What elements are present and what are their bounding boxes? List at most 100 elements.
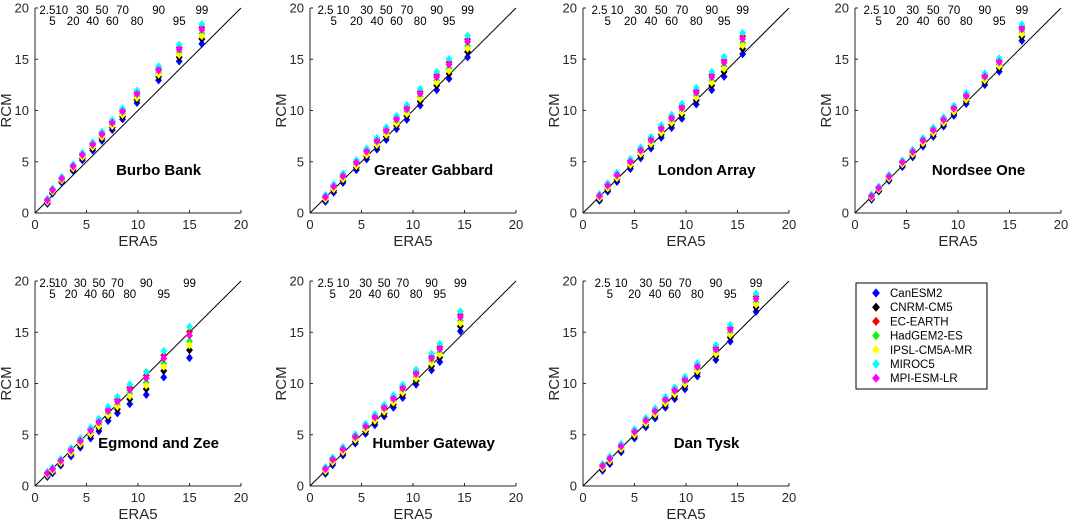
percentile-label: 50 <box>655 5 668 17</box>
point-mpi-esm-lr-p30 <box>642 416 650 425</box>
point-mpi-esm-lr-p20 <box>631 427 638 437</box>
x-tick-label: 0 <box>851 217 858 232</box>
point-mpi-esm-lr-p20 <box>626 157 634 167</box>
percentile-label: 2.5 <box>863 5 879 17</box>
percentile-label: 5 <box>875 16 881 28</box>
percentile-label: 30 <box>639 278 652 290</box>
percentile-label: 70 <box>679 278 692 290</box>
point-miroc5-p95 <box>160 346 168 356</box>
percentile-label: 5 <box>605 16 611 28</box>
percentile-label: 2.5 <box>39 5 55 17</box>
point-miroc5-p90 <box>142 367 150 377</box>
point-canesm2-p99 <box>739 49 747 59</box>
point-mpi-esm-lr-p80 <box>133 89 141 99</box>
y-tick-label: 10 <box>15 376 29 391</box>
x-axis-label: ERA5 <box>118 506 157 522</box>
legend-marker-hadgem2-es <box>872 331 880 341</box>
point-mpi-esm-lr-p10 <box>58 174 66 183</box>
percentile-label: 95 <box>724 289 737 301</box>
percentile-label: 10 <box>54 278 67 290</box>
percentile-label: 40 <box>649 289 662 301</box>
point-miroc5-p95 <box>436 339 444 349</box>
y-tick-label: 0 <box>297 206 304 221</box>
one-to-one-line <box>34 280 242 487</box>
percentile-label: 20 <box>350 16 363 28</box>
point-mpi-esm-lr-p80 <box>962 91 970 101</box>
point-mpi-esm-lr-p50 <box>98 130 106 139</box>
point-mpi-esm-lr-p20 <box>351 432 359 442</box>
percentile-label: 99 <box>195 5 208 17</box>
point-mpi-esm-lr-p10 <box>339 172 347 181</box>
percentile-label: 80 <box>410 289 423 301</box>
percentile-label: 10 <box>883 5 896 17</box>
percentile-label: 60 <box>102 289 115 301</box>
point-mpi-esm-lr-p95 <box>436 344 444 354</box>
panel-burbo-bank: 0055101015152020ERA5RCM2.551020304050607… <box>0 1 248 251</box>
point-mpi-esm-lr-p99 <box>739 34 747 44</box>
y-tick-label: 5 <box>297 427 304 442</box>
point-miroc5-p90 <box>708 67 716 77</box>
point-ipsl-cm5a-mr-p95 <box>160 362 168 371</box>
x-tick-label: 15 <box>1002 217 1016 232</box>
x-axis-label: ERA5 <box>393 506 432 522</box>
point-mpi-esm-lr-p60 <box>668 114 676 123</box>
y-tick-label: 15 <box>290 52 304 67</box>
point-mpi-esm-lr-p99 <box>464 37 472 47</box>
x-tick-label: 20 <box>234 490 248 505</box>
percentile-label: 5 <box>607 289 613 301</box>
percentile-label: 10 <box>337 278 350 290</box>
legend-marker-cnrm-cm5 <box>872 302 880 312</box>
point-canesm2-p90 <box>142 390 150 399</box>
point-ipsl-cm5a-mr-p99 <box>198 31 206 41</box>
point-mpi-esm-lr-p95 <box>720 58 728 67</box>
percentile-label: 10 <box>611 5 624 17</box>
point-canesm2-p95 <box>445 74 453 83</box>
percentile-label: 40 <box>86 16 99 28</box>
point-miroc5-p99 <box>1018 20 1026 29</box>
y-axis-label: RCM <box>273 93 290 127</box>
point-mpi-esm-lr-p80 <box>126 385 134 395</box>
percentile-label: 90 <box>152 5 165 17</box>
x-tick-label: 10 <box>406 490 420 505</box>
x-tick-label: 0 <box>31 490 38 505</box>
x-tick-label: 5 <box>903 217 910 232</box>
point-mpi-esm-lr-p70 <box>113 397 121 406</box>
point-mpi-esm-lr-p60 <box>671 386 679 395</box>
y-tick-label: 5 <box>22 427 29 442</box>
x-tick-label: 15 <box>182 490 196 505</box>
y-tick-label: 20 <box>290 1 304 16</box>
site-title: Humber Gateway <box>372 435 495 452</box>
point-mpi-esm-lr-p5 <box>49 185 56 195</box>
percentile-label: 20 <box>624 16 637 28</box>
point-mpi-esm-lr-p5 <box>875 183 883 193</box>
x-tick-label: 5 <box>83 217 90 232</box>
percentile-label: 60 <box>665 16 678 28</box>
y-tick-label: 0 <box>22 479 29 494</box>
point-miroc5-p99 <box>464 31 472 41</box>
percentile-label: 50 <box>92 278 105 290</box>
point-mpi-esm-lr-p50 <box>657 124 665 134</box>
percentile-label: 99 <box>454 278 467 290</box>
panel-greater-gabbard: 0055101015152020ERA5RCM2.551020304050607… <box>273 1 523 251</box>
point-mpi-esm-lr-p40 <box>647 135 655 145</box>
percentile-label: 99 <box>461 5 474 17</box>
y-axis-label: RCM <box>0 366 15 400</box>
y-tick-label: 5 <box>570 154 577 169</box>
point-mpi-esm-lr-p90 <box>428 354 435 363</box>
x-tick-label: 20 <box>782 217 796 232</box>
percentile-label: 60 <box>668 289 681 301</box>
y-tick-label: 10 <box>290 103 304 118</box>
point-mpi-esm-lr-p30 <box>909 147 917 157</box>
point-miroc5-p80 <box>126 380 134 389</box>
point-mpi-esm-lr-p80 <box>416 89 424 98</box>
y-tick-label: 10 <box>835 103 849 118</box>
point-mpi-esm-lr-p10 <box>885 172 893 181</box>
percentile-label: 50 <box>96 5 109 17</box>
site-title: London Array <box>658 162 756 179</box>
point-mpi-esm-lr-p20 <box>352 158 360 168</box>
y-tick-label: 0 <box>22 206 29 221</box>
percentile-label: 5 <box>329 289 335 301</box>
point-mpi-esm-lr-p70 <box>399 384 407 393</box>
point-mpi-esm-lr-p90 <box>708 72 716 82</box>
x-tick-label: 0 <box>579 217 586 232</box>
